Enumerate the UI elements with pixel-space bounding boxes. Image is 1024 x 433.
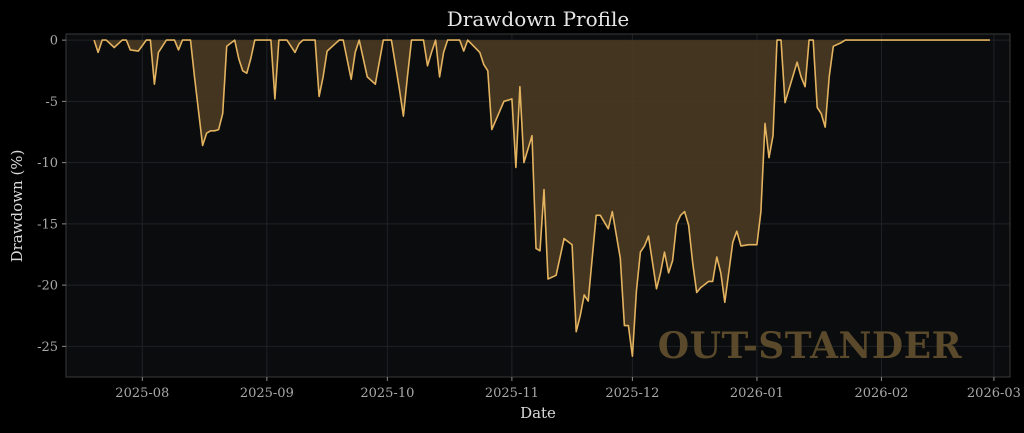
chart-title: Drawdown Profile <box>447 7 629 31</box>
y-tick-label: -10 <box>37 156 58 171</box>
x-tick-label: 2026-03 <box>967 386 1021 401</box>
drawdown-area <box>94 40 990 357</box>
x-tick-label: 2026-02 <box>854 386 908 401</box>
y-tick-label: -25 <box>37 340 58 355</box>
y-tick-label: 0 <box>50 34 58 49</box>
y-tick-label: -5 <box>45 95 58 110</box>
y-tick-label: -20 <box>37 279 58 294</box>
y-tick-label: -15 <box>37 217 58 232</box>
x-tick-label: 2025-12 <box>605 386 659 401</box>
x-tick-label: 2025-08 <box>115 386 169 401</box>
x-axis-label: Date <box>520 404 556 422</box>
watermark-text: OUT-STANDER <box>658 325 963 367</box>
drawdown-line <box>93 39 990 357</box>
x-tick-label: 2025-09 <box>240 386 294 401</box>
y-axis-label: Drawdown (%) <box>8 150 26 263</box>
x-tick-label: 2026-01 <box>730 386 784 401</box>
plot-frame <box>65 33 1011 378</box>
x-tick-label: 2025-10 <box>360 386 414 401</box>
x-axis: 2025-08 2025-09 2025-10 2025-11 2025-12 2026-… <box>115 377 1021 401</box>
x-tick-label: 2025-11 <box>485 386 539 401</box>
y-axis: 0 -5 -10 -15 -20 -25 <box>37 34 66 355</box>
